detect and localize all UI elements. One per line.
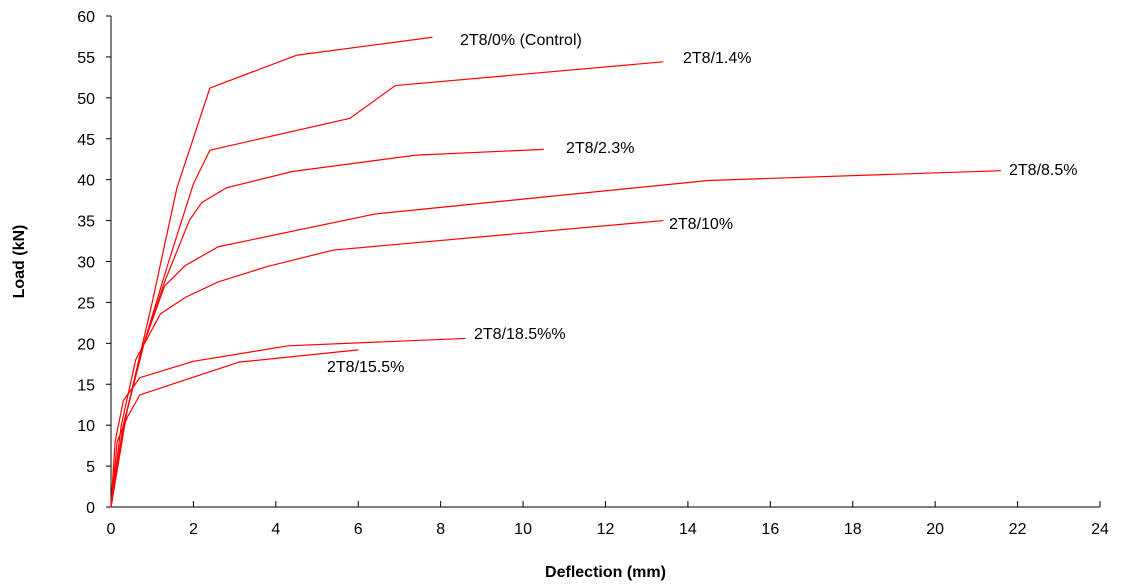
series-label-18-5: 2T8/18.5%% (474, 326, 566, 343)
x-axis-title: Deflection (mm) (545, 564, 666, 581)
series-line-6 (110, 349, 359, 508)
x-tick-label: 4 (271, 521, 280, 538)
series-line-4 (110, 219, 664, 508)
x-tick-label: 16 (761, 521, 779, 538)
series-label-8-5: 2T8/8.5% (1009, 162, 1077, 179)
series-label-1-4: 2T8/1.4% (683, 50, 751, 67)
y-tick-label: 20 (77, 336, 95, 353)
y-tick-label: 45 (77, 132, 95, 149)
series-line-1 (110, 61, 664, 508)
y-tick-label: 55 (77, 50, 95, 67)
x-tick-label: 10 (514, 521, 532, 538)
series-line-5 (110, 337, 466, 508)
x-tick-label: 2 (189, 521, 198, 538)
series-label-2-3: 2T8/2.3% (566, 140, 634, 157)
y-tick-label: 15 (77, 377, 95, 394)
series-label-control: 2T8/0% (Control) (460, 32, 582, 49)
series-line-3 (110, 170, 1002, 508)
x-tick-label: 6 (354, 521, 363, 538)
y-tick-label: 40 (77, 173, 95, 190)
series-labels: 2T8/0% (Control) 2T8/1.4% 2T8/2.3% 2T8/8… (327, 32, 1077, 376)
x-tick-label: 20 (926, 521, 944, 538)
y-tick-label: 35 (77, 214, 95, 231)
series-label-15-5: 2T8/15.5% (327, 359, 404, 376)
y-tick-label: 25 (77, 295, 95, 312)
y-tick-label: 0 (86, 500, 95, 517)
y-tick-label: 30 (77, 255, 95, 272)
y-tick-label: 50 (77, 91, 95, 108)
x-tick-label: 12 (597, 521, 615, 538)
x-tick-label: 8 (436, 521, 445, 538)
series-line-0 (110, 36, 433, 508)
x-tick-label: 0 (107, 521, 116, 538)
y-tick-label: 60 (77, 9, 95, 26)
y-tick-label: 5 (86, 459, 95, 476)
x-tick-label: 14 (679, 521, 697, 538)
x-tick-label: 24 (1091, 521, 1109, 538)
series-label-10: 2T8/10% (669, 216, 733, 233)
y-tick-label: 10 (77, 418, 95, 435)
x-ticks: 0 2 4 6 8 10 12 14 16 18 20 22 24 (107, 501, 1109, 538)
y-ticks: 0 5 10 15 20 25 30 35 40 45 50 55 60 (77, 9, 111, 517)
x-tick-label: 18 (844, 521, 862, 538)
y-axis-title: Load (kN) (11, 225, 28, 299)
series-lines (110, 36, 1002, 508)
x-tick-label: 22 (1009, 521, 1027, 538)
